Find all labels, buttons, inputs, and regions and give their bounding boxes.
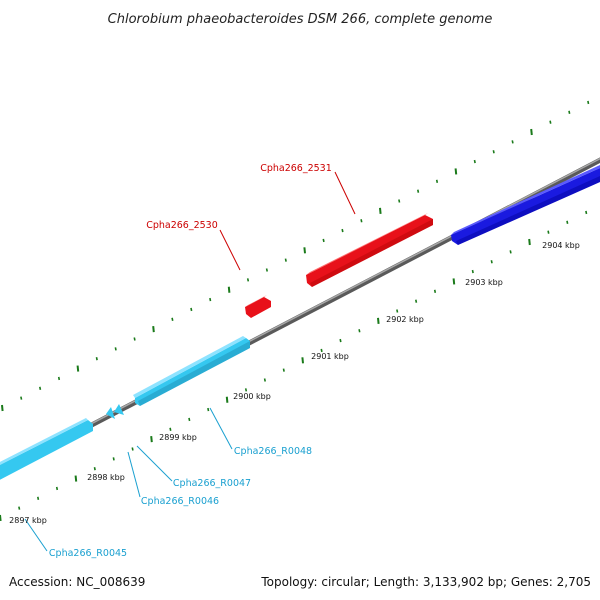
- tick-mark: [112, 457, 115, 461]
- accession-text: Accession: NC_008639: [9, 575, 145, 589]
- tick-mark: [511, 140, 514, 144]
- gene-label-cpha266-r0048[interactable]: Cpha266_R0048: [209, 407, 312, 457]
- svg-text:Cpha266_R0047: Cpha266_R0047: [173, 478, 251, 489]
- tick-mark: [396, 309, 399, 313]
- tick-label: 2904 kbp: [542, 241, 580, 250]
- tick-mark: [188, 417, 191, 422]
- tick-mark: [492, 150, 495, 154]
- tick-mark: [209, 297, 212, 302]
- tick-mark: [320, 348, 323, 353]
- tick-mark: [322, 238, 325, 243]
- tick-mark: [568, 110, 571, 114]
- tick-mark: [454, 168, 458, 175]
- tick-mark: [547, 230, 550, 234]
- tick-label: 2903 kbp: [465, 278, 503, 287]
- tick-mark: [490, 260, 493, 264]
- svg-text:Cpha266_2531: Cpha266_2531: [260, 163, 332, 174]
- gene-cpha266-2531[interactable]: [306, 213, 433, 287]
- gene-label-cpha266-2530[interactable]: Cpha266_2530: [146, 220, 241, 271]
- tick-mark: [133, 337, 136, 341]
- gene-label-cpha266-r0045[interactable]: Cpha266_R0045: [24, 518, 127, 559]
- tick-mark: [190, 307, 193, 312]
- svg-text:Cpha266_R0045: Cpha266_R0045: [49, 548, 127, 559]
- tick-mark: [18, 506, 21, 510]
- tick-mark: [417, 189, 420, 193]
- tick-mark: [246, 278, 250, 282]
- tick-label: 2902 kbp: [386, 315, 424, 324]
- tick-mark: [244, 388, 248, 392]
- map-title: Chlorobium phaeobacteroides DSM 266, com…: [108, 12, 493, 27]
- tick-mark: [150, 436, 153, 443]
- tick-mark: [528, 238, 531, 246]
- tick-mark: [265, 268, 268, 272]
- tick-mark: [74, 475, 78, 482]
- tick-mark: [284, 258, 287, 262]
- svg-text:Cpha266_R0046: Cpha266_R0046: [141, 496, 219, 507]
- tick-mark: [566, 220, 569, 224]
- tick-mark: [549, 120, 552, 124]
- tick-mark: [57, 376, 61, 381]
- tick-mark: [473, 159, 476, 164]
- svg-text:Cpha266_2530: Cpha266_2530: [146, 220, 218, 231]
- tick-mark: [358, 329, 361, 333]
- gene-cpha266-2530[interactable]: [245, 295, 271, 318]
- tick-track-outer: [1, 100, 590, 412]
- gene-label-cpha266-r0047[interactable]: Cpha266_R0047: [136, 445, 251, 489]
- tick-mark: [76, 365, 80, 372]
- tick-mark: [433, 289, 437, 293]
- tick-mark: [95, 357, 98, 361]
- tick-mark: [303, 247, 306, 254]
- tick-mark: [207, 407, 210, 412]
- tick-mark: [263, 378, 266, 382]
- tick-mark: [415, 299, 418, 303]
- tick-mark: [114, 347, 117, 351]
- tick-mark: [435, 179, 439, 183]
- tick-mark: [1, 404, 4, 412]
- tick-mark: [169, 427, 172, 431]
- genome-summary-text: Topology: circular; Length: 3,133,902 bp…: [260, 575, 591, 589]
- tick-label: 2898 kbp: [87, 473, 125, 482]
- gene-cpha266-r0048[interactable]: [133, 336, 250, 406]
- tick-mark: [587, 100, 590, 105]
- tick-mark: [360, 219, 363, 223]
- tick-mark: [20, 396, 23, 400]
- tick-mark: [379, 207, 382, 214]
- tick-label: 2901 kbp: [311, 352, 349, 361]
- tick-mark: [93, 467, 96, 471]
- gene-cpha266-r0047[interactable]: [114, 404, 124, 415]
- gene-cpha266-r0045[interactable]: [0, 418, 93, 485]
- tick-label: 2897 kbp: [9, 516, 47, 525]
- tick-mark: [339, 338, 342, 343]
- gene-label-cpha266-2531[interactable]: Cpha266_2531: [260, 163, 356, 215]
- tick-mark: [301, 357, 304, 364]
- gene-cpha266-r0046[interactable]: [106, 407, 115, 419]
- tick-track-inner: [0, 210, 588, 522]
- tick-mark: [452, 278, 456, 285]
- gene-blue-forward[interactable]: [451, 165, 600, 245]
- tick-mark: [152, 326, 155, 333]
- tick-mark: [225, 396, 229, 403]
- tick-mark: [530, 128, 533, 136]
- tick-mark: [509, 250, 512, 254]
- gene-label-cpha266-r0046[interactable]: Cpha266_R0046: [127, 451, 219, 507]
- svg-text:Cpha266_R0048: Cpha266_R0048: [234, 446, 312, 457]
- tick-mark: [131, 447, 134, 451]
- tick-mark: [227, 286, 231, 293]
- tick-mark: [39, 386, 42, 390]
- tick-mark: [377, 317, 380, 324]
- tick-mark: [171, 317, 174, 321]
- tick-label: 2900 kbp: [233, 392, 271, 401]
- tick-mark: [37, 496, 40, 500]
- tick-mark: [0, 514, 2, 522]
- tick-label: 2899 kbp: [159, 433, 197, 442]
- tick-mark: [55, 486, 59, 491]
- tick-mark: [398, 199, 401, 203]
- tick-mark: [282, 368, 285, 372]
- tick-labels: 2897 kbp 2898 kbp 2899 kbp 2900 kbp 2901 kbp…: [9, 241, 580, 525]
- tick-mark: [341, 228, 344, 233]
- tick-mark: [585, 210, 588, 215]
- tick-mark: [471, 269, 474, 274]
